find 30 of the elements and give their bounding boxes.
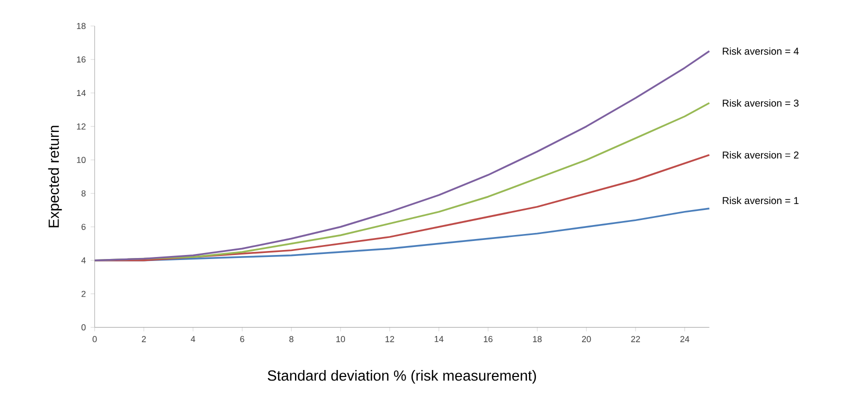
series-label: Risk aversion = 1: [722, 196, 799, 204]
x-tick-label: 0: [92, 336, 97, 342]
series-label: Risk aversion = 2: [722, 151, 798, 159]
y-tick-label: 12: [77, 123, 86, 130]
y-axis-title: Expected return: [48, 126, 62, 228]
x-tick-label: 6: [240, 336, 244, 342]
series-label: Risk aversion = 4: [722, 47, 799, 55]
x-tick-label: 18: [533, 336, 542, 342]
x-tick-label: 4: [190, 336, 196, 342]
x-tick-label: 22: [631, 336, 640, 342]
y-tick-label: 6: [82, 224, 86, 230]
x-tick-label: 24: [680, 336, 690, 342]
y-tick-label: 16: [77, 56, 86, 63]
x-tick-label: 10: [336, 336, 346, 342]
x-tick-label: 8: [289, 336, 294, 342]
x-tick-label: 14: [434, 336, 444, 342]
line-series: [94, 50, 710, 262]
y-tick-label: 18: [77, 22, 86, 30]
y-tick-label: 14: [77, 90, 86, 96]
x-tick-label: 12: [386, 336, 394, 342]
y-tick-label: 2: [82, 290, 86, 297]
y-tick-label: 4: [81, 257, 86, 264]
y-tick-label: 10: [77, 156, 86, 163]
x-tick-label: 2: [142, 336, 146, 342]
x-tick-label: 16: [484, 336, 492, 342]
series-label: Risk aversion = 3: [722, 99, 799, 107]
x-tick-label: 20: [582, 336, 591, 342]
x-axis-title: Standard deviation % (risk measurement): [268, 370, 536, 384]
y-tick-label: 0: [81, 324, 86, 330]
y-tick-label: 8: [82, 190, 86, 196]
